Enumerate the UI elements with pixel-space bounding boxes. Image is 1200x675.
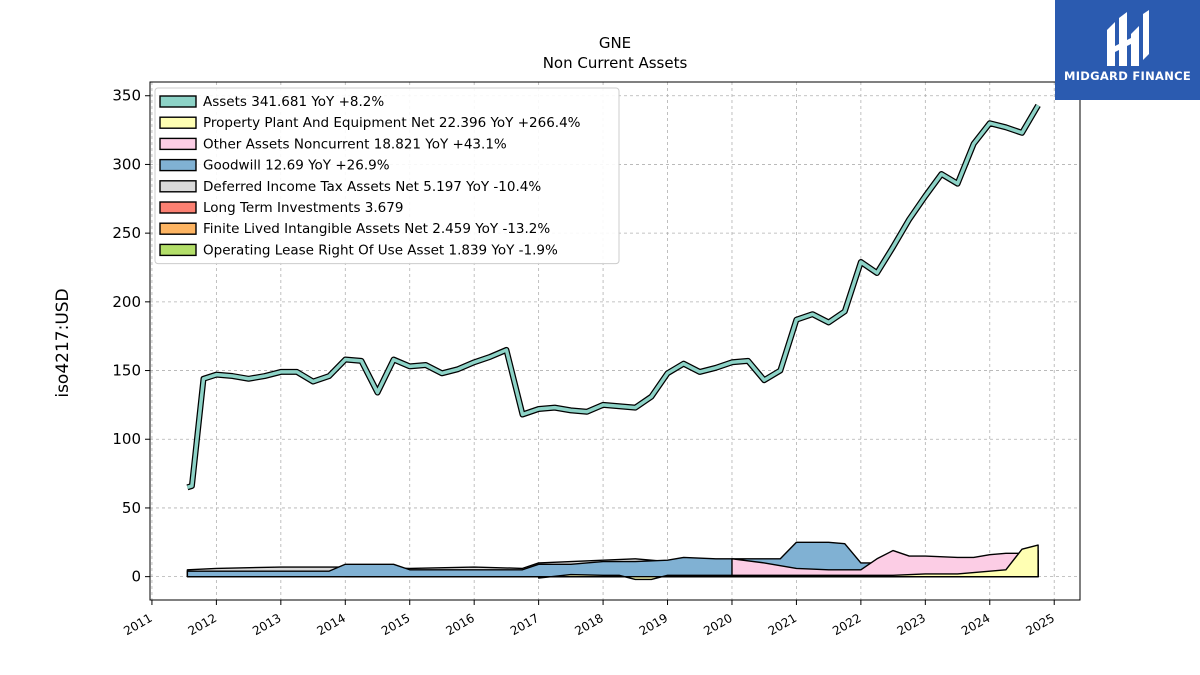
legend-swatch bbox=[159, 180, 197, 193]
legend-swatch bbox=[159, 137, 197, 151]
x-tick-label: 2014 bbox=[315, 611, 348, 638]
y-tick-label: 300 bbox=[112, 155, 141, 173]
x-tick-label: 2025 bbox=[1023, 611, 1056, 638]
x-tick-label: 2016 bbox=[443, 611, 476, 638]
legend-swatch bbox=[159, 95, 197, 108]
x-tick-label: 2023 bbox=[895, 611, 928, 638]
legend-label: Other Assets Noncurrent 18.821 YoY +43.1… bbox=[203, 136, 507, 152]
x-tick-label: 2012 bbox=[186, 611, 219, 638]
y-tick-label: 50 bbox=[122, 499, 141, 517]
x-tick-label: 2013 bbox=[250, 611, 283, 638]
y-tick-label: 200 bbox=[112, 293, 141, 311]
x-tick-label: 2015 bbox=[379, 611, 412, 638]
legend-swatch bbox=[159, 116, 197, 129]
y-tick-label: 0 bbox=[131, 568, 141, 586]
x-tick-label: 2020 bbox=[701, 611, 734, 638]
legend-label: Property Plant And Equipment Net 22.396 … bbox=[203, 115, 581, 131]
y-tick-label: 350 bbox=[112, 87, 141, 105]
chart-title: GNE bbox=[599, 34, 631, 52]
x-tick-label: 2017 bbox=[508, 611, 541, 638]
brand-logo: MIDGARD FINANCE bbox=[1055, 0, 1200, 100]
y-tick-label: 150 bbox=[112, 362, 141, 380]
x-tick-label: 2019 bbox=[637, 611, 670, 638]
x-tick-label: 2024 bbox=[959, 611, 992, 638]
y-axis-label: iso4217:USD bbox=[53, 288, 73, 397]
legend-swatch bbox=[159, 158, 197, 172]
plot-area bbox=[186, 103, 1041, 581]
legend: Assets 341.681 YoY +8.2% Property Plant A… bbox=[154, 87, 620, 265]
y-tick-label: 100 bbox=[112, 430, 141, 448]
brand-name: MIDGARD FINANCE bbox=[1063, 69, 1192, 83]
legend-swatch bbox=[159, 222, 197, 235]
legend-swatch bbox=[159, 201, 197, 214]
series-line bbox=[186, 104, 1040, 490]
legend-swatch bbox=[159, 243, 197, 257]
plot-frame bbox=[149, 81, 1081, 601]
legend-label: Deferred Income Tax Assets Net 5.197 YoY… bbox=[203, 179, 541, 195]
x-tick-label: 2018 bbox=[572, 611, 605, 638]
legend-label: Long Term Investments 3.679 bbox=[203, 200, 403, 216]
y-tick-label: 250 bbox=[112, 224, 141, 242]
legend-label: Operating Lease Right Of Use Asset 1.839… bbox=[203, 242, 558, 258]
legend-box bbox=[154, 87, 620, 265]
x-tick-label: 2022 bbox=[830, 611, 863, 638]
x-tick-label: 2011 bbox=[121, 611, 154, 638]
legend-label: Goodwill 12.69 YoY +26.9% bbox=[203, 158, 390, 174]
midgard-logo-icon bbox=[1107, 10, 1149, 66]
legend-label: Assets 341.681 YoY +8.2% bbox=[203, 94, 384, 110]
legend-label: Finite Lived Intangible Assets Net 2.459… bbox=[203, 221, 550, 237]
series-area bbox=[537, 544, 1039, 581]
x-tick-label: 2021 bbox=[766, 611, 799, 638]
chart-subtitle: Non Current Assets bbox=[543, 54, 688, 72]
